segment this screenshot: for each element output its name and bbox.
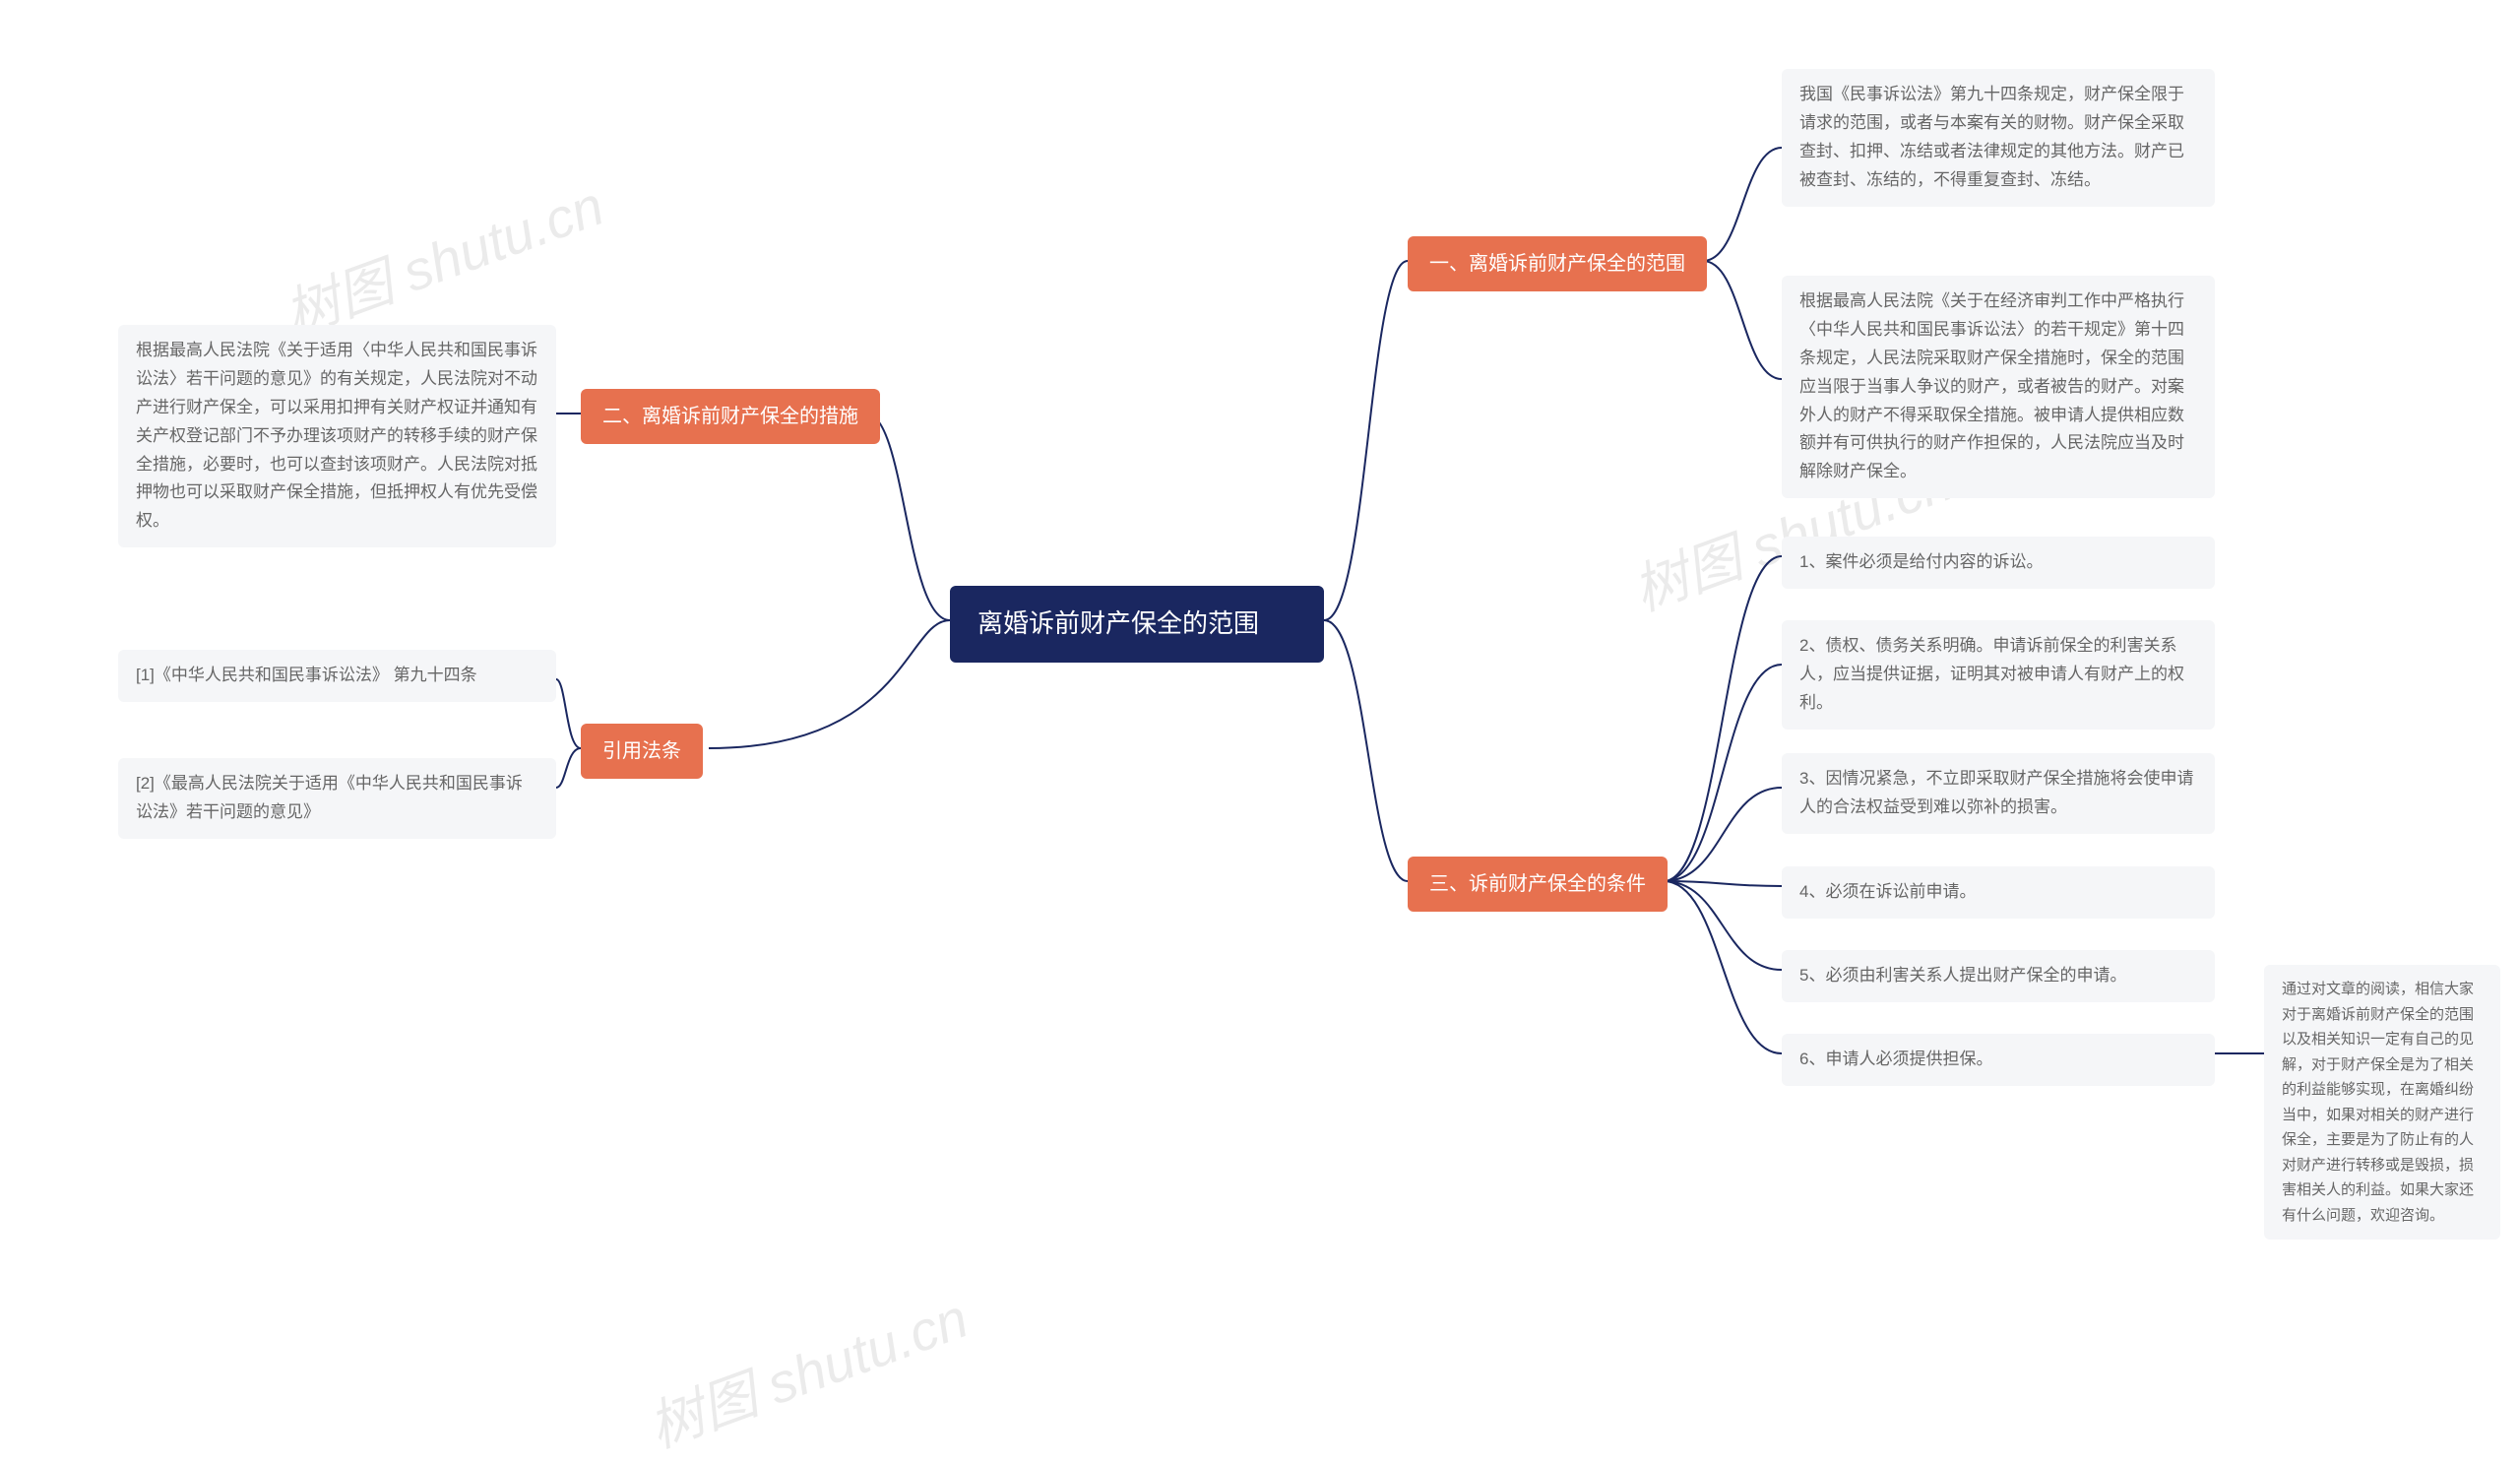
leaf-right-1-extra: 通过对文章的阅读，相信大家对于离婚诉前财产保全的范围以及相关知识一定有自己的见解…	[2264, 965, 2500, 1240]
leaf-right-0-0: 我国《民事诉讼法》第九十四条规定，财产保全限于请求的范围，或者与本案有关的财物。…	[1782, 69, 2215, 207]
leaf-right-1-3: 4、必须在诉讼前申请。	[1782, 866, 2215, 919]
leaf-left-1-1: [2]《最高人民法院关于适用《中华人民共和国民事诉讼法》若干问题的意见》	[118, 758, 556, 839]
leaf-right-0-1: 根据最高人民法院《关于在经济审判工作中严格执行〈中华人民共和国民事诉讼法〉的若干…	[1782, 276, 2215, 498]
leaf-right-1-0: 1、案件必须是给付内容的诉讼。	[1782, 537, 2215, 589]
branch-right-0: 一、离婚诉前财产保全的范围	[1408, 236, 1707, 291]
watermark-1: 树图 shutu.cn	[272, 161, 613, 350]
branch-right-1: 三、诉前财产保全的条件	[1408, 857, 1668, 912]
center-node: 离婚诉前财产保全的范围	[950, 586, 1324, 663]
leaf-left-0-0: 根据最高人民法院《关于适用〈中华人民共和国民事诉讼法〉若干问题的意见》的有关规定…	[118, 325, 556, 547]
watermark-3: 树图 shutu.cn	[636, 1274, 977, 1463]
leaf-left-1-0: [1]《中华人民共和国民事诉讼法》 第九十四条	[118, 650, 556, 702]
leaf-right-1-4: 5、必须由利害关系人提出财产保全的申请。	[1782, 950, 2215, 1002]
leaf-right-1-2: 3、因情况紧急，不立即采取财产保全措施将会使申请人的合法权益受到难以弥补的损害。	[1782, 753, 2215, 834]
leaf-right-1-5: 6、申请人必须提供担保。	[1782, 1034, 2215, 1086]
branch-left-1: 引用法条	[581, 724, 703, 779]
leaf-right-1-1: 2、债权、债务关系明确。申请诉前保全的利害关系人，应当提供证据，证明其对被申请人…	[1782, 620, 2215, 730]
branch-left-0: 二、离婚诉前财产保全的措施	[581, 389, 880, 444]
